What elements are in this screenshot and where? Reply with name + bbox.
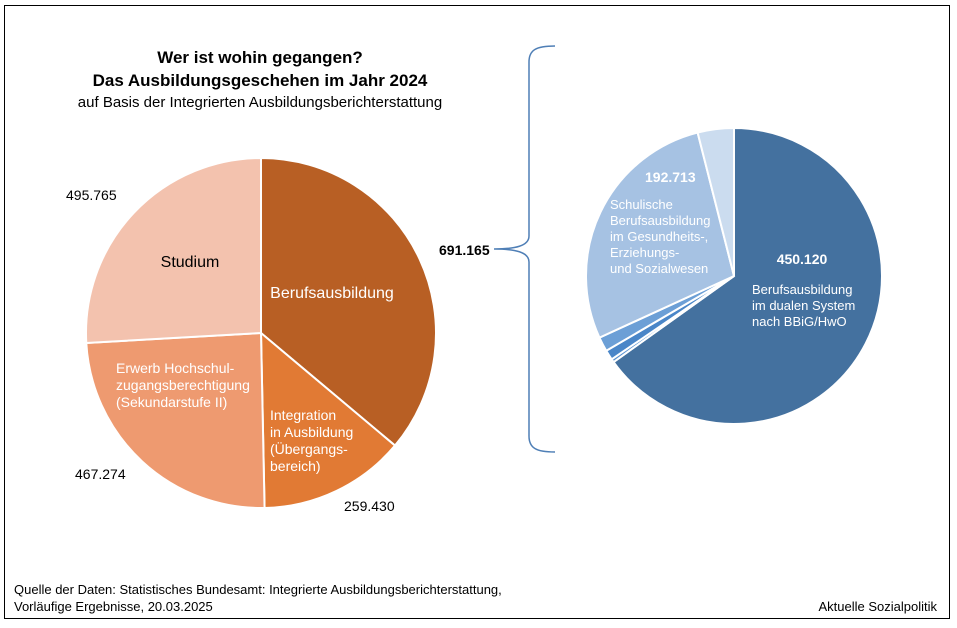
detail-pie-slice-dual (612, 126, 884, 425)
slice-label-hochschulzugang: Erwerb Hochschul- (116, 360, 235, 376)
chart-subtitle: auf Basis der Integrierten Ausbildungsbe… (77, 94, 443, 111)
chart-frame (4, 5, 950, 619)
slice-label-schulisch: und Sozialwesen (610, 261, 708, 276)
value-label-dual: 450.120 (777, 251, 828, 267)
slice-label-integration: Integration (270, 407, 336, 423)
detail-pie-slice-small4 (696, 126, 735, 277)
slice-label-dual: nach BBiG/HwO (752, 314, 847, 329)
main-pie-slice-studium (84, 156, 262, 345)
source-note-line2: Vorläufige Ergebnisse, 20.03.2025 (14, 599, 213, 614)
source-note-line1: Quelle der Daten: Statistisches Bundesam… (14, 582, 502, 597)
chart-title-line2: Das Ausbildungsgeschehen im Jahr 2024 (92, 71, 428, 90)
main-pie-slice-berufsausbildung (260, 156, 437, 447)
slice-label-berufsausbildung: Berufsausbildung (270, 285, 394, 302)
value-label-studium: 495.765 (66, 187, 117, 203)
value-label-integration: 259.430 (344, 498, 395, 514)
slice-label-schulisch: Schulische (610, 197, 673, 212)
slice-label-integration: in Ausbildung (270, 424, 353, 440)
value-label-hochschulzugang: 467.274 (75, 466, 126, 482)
slice-label-schulisch: Berufsausbildung (610, 213, 710, 228)
brand-credit: Aktuelle Sozialpolitik (818, 599, 937, 614)
slice-label-schulisch: im Gesundheits-, (610, 229, 708, 244)
slice-label-integration: (Übergangs- (270, 440, 348, 457)
value-label-berufsausbildung: 691.165 (439, 242, 490, 258)
chart-title: Wer ist wohin gegangen? (157, 48, 363, 67)
slice-label-studium: Studium (161, 254, 220, 271)
slice-label-integration: bereich) (270, 458, 321, 474)
bracket-connector (493, 45, 556, 453)
value-label-schulisch: 192.713 (645, 169, 696, 185)
slice-label-dual: Berufsausbildung (752, 282, 852, 297)
slice-label-dual: im dualen System (752, 298, 855, 313)
main-pie-slice-hochschulzugang (85, 331, 266, 509)
main-pie-slice-integration (259, 330, 397, 509)
detail-pie-slice-schulisch (585, 131, 736, 339)
slice-label-schulisch: Erziehungs- (610, 245, 679, 260)
slice-label-hochschulzugang: (Sekundarstufe II) (116, 394, 227, 410)
slice-label-hochschulzugang: zugangsberechtigung (116, 377, 250, 393)
